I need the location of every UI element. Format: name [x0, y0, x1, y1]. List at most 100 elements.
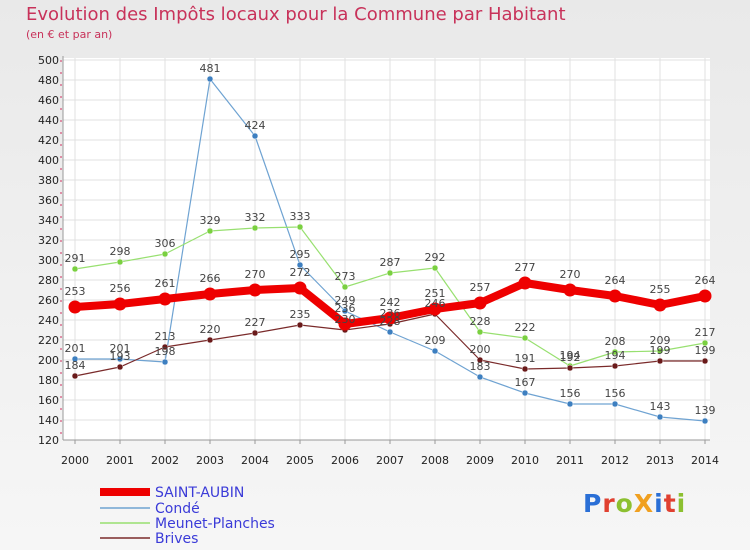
logo-letter: i: [654, 489, 664, 518]
x-tick-label: 2008: [421, 454, 449, 467]
x-tick-label: 2010: [511, 454, 539, 467]
data-point-cond-: [431, 347, 439, 355]
x-tick-label: 2003: [196, 454, 224, 467]
y-tick-label: 500: [38, 54, 59, 67]
data-point-meunet-planches: [476, 328, 484, 336]
data-point-brives: [656, 357, 664, 365]
data-label-meunet-planches: 329: [200, 214, 221, 227]
data-point-cond-: [566, 400, 574, 408]
y-tick-label: 200: [38, 354, 59, 367]
data-label-meunet-planches: 333: [290, 210, 311, 223]
y-tick-label: 260: [38, 294, 59, 307]
y-tick-label: 400: [38, 154, 59, 167]
chart-subtitle: (en € et par an): [26, 28, 113, 41]
data-point-saint-aubin: [158, 292, 172, 306]
plot-area: [63, 58, 710, 440]
data-point-saint-aubin: [338, 317, 352, 331]
logo-letter: r: [602, 489, 616, 518]
data-label-brives: 192: [560, 351, 581, 364]
data-label-meunet-planches: 291: [65, 252, 86, 265]
data-label-meunet-planches: 287: [380, 256, 401, 269]
y-tick-label: 360: [38, 194, 59, 207]
data-label-cond-: 143: [650, 400, 671, 413]
chart-title: Evolution des Impôts locaux pour la Comm…: [26, 4, 566, 25]
logo-letter: P: [583, 489, 603, 518]
data-label-meunet-planches: 273: [335, 270, 356, 283]
data-label-cond-: 481: [200, 62, 221, 75]
x-tick-label: 2005: [286, 454, 314, 467]
data-label-brives: 199: [695, 344, 716, 357]
y-tick-label: 460: [38, 94, 59, 107]
data-label-cond-: 167: [515, 376, 536, 389]
data-label-brives: 191: [515, 352, 536, 365]
data-point-saint-aubin: [473, 296, 487, 310]
data-label-brives: 194: [605, 349, 626, 362]
data-label-saint-aubin: 236: [335, 302, 356, 315]
data-label-cond-: 228: [380, 315, 401, 328]
y-tick-label: 180: [38, 374, 59, 387]
legend-label-brives: Brives: [155, 531, 198, 547]
data-point-cond-: [701, 417, 709, 425]
data-point-saint-aubin: [608, 289, 622, 303]
data-point-brives: [611, 362, 619, 370]
x-tick-label: 2014: [691, 454, 719, 467]
data-label-saint-aubin: 264: [605, 274, 626, 287]
data-point-saint-aubin: [653, 298, 667, 312]
data-label-meunet-planches: 194: [560, 349, 581, 362]
data-point-brives: [206, 336, 214, 344]
data-point-saint-aubin: [383, 311, 397, 325]
y-tick-label: 380: [38, 174, 59, 187]
data-point-brives: [521, 365, 529, 373]
data-label-cond-: 201: [110, 342, 131, 355]
y-tick-label: 120: [38, 434, 59, 447]
data-label-cond-: 183: [470, 360, 491, 373]
data-point-saint-aubin: [563, 283, 577, 297]
data-point-meunet-planches: [521, 334, 529, 342]
data-point-brives: [701, 357, 709, 365]
x-tick-label: 2007: [376, 454, 404, 467]
data-point-brives: [251, 329, 259, 337]
data-label-brives: 184: [65, 359, 86, 372]
data-point-brives: [296, 321, 304, 329]
data-point-brives: [476, 356, 484, 364]
data-label-brives: 227: [245, 316, 266, 329]
data-point-cond-: [161, 358, 169, 366]
legend-label-cond-: Condé: [155, 501, 200, 517]
data-point-meunet-planches: [206, 227, 214, 235]
data-point-meunet-planches: [431, 264, 439, 272]
data-point-brives: [161, 343, 169, 351]
data-point-cond-: [206, 75, 214, 83]
data-label-saint-aubin: 242: [380, 296, 401, 309]
data-label-saint-aubin: 253: [65, 285, 86, 298]
data-point-meunet-planches: [161, 250, 169, 258]
data-point-saint-aubin: [698, 289, 712, 303]
data-label-brives: 193: [110, 350, 131, 363]
x-tick-label: 2006: [331, 454, 359, 467]
x-tick-label: 2013: [646, 454, 674, 467]
data-label-cond-: 139: [695, 404, 716, 417]
data-point-cond-: [71, 355, 79, 363]
y-tick-label: 480: [38, 74, 59, 87]
data-label-cond-: 198: [155, 345, 176, 358]
y-tick-label: 220: [38, 334, 59, 347]
logo-letter: X: [633, 489, 655, 518]
data-point-saint-aubin: [68, 300, 82, 314]
data-label-saint-aubin: 264: [695, 274, 716, 287]
x-tick-label: 2000: [61, 454, 89, 467]
logo-letter: o: [615, 489, 634, 518]
data-point-cond-: [116, 355, 124, 363]
data-point-meunet-planches: [296, 223, 304, 231]
data-point-brives: [116, 363, 124, 371]
data-point-saint-aubin: [293, 281, 307, 295]
data-point-meunet-planches: [656, 347, 664, 355]
logo-letter: t: [663, 489, 677, 518]
data-label-saint-aubin: 257: [470, 281, 491, 294]
data-label-meunet-planches: 306: [155, 237, 176, 250]
data-label-saint-aubin: 251: [425, 287, 446, 300]
data-label-saint-aubin: 256: [110, 282, 131, 295]
data-label-meunet-planches: 209: [650, 334, 671, 347]
data-point-cond-: [611, 400, 619, 408]
data-point-cond-: [296, 261, 304, 269]
